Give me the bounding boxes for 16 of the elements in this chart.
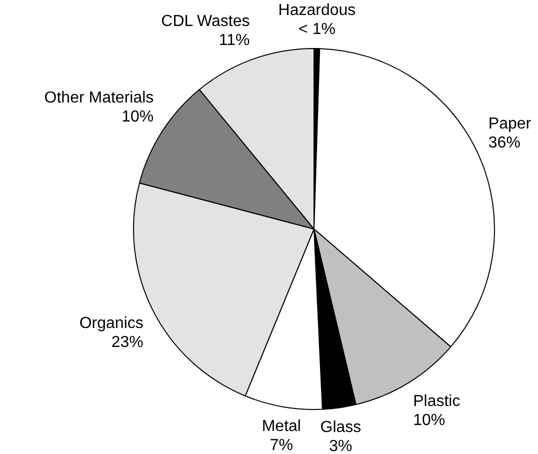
slice-label: CDL Wastes: [161, 13, 250, 30]
data-label: 10%: [122, 108, 154, 126]
data-label: 3%: [329, 438, 352, 454]
slice-label: Hazardous: [278, 2, 356, 19]
slice-label: Metal: [262, 418, 301, 436]
data-label: < 1%: [298, 20, 336, 38]
data-label: 10%: [413, 412, 446, 430]
data-label: 36%: [488, 134, 520, 152]
data-label: 7%: [270, 437, 293, 454]
slice-label: Plastic: [413, 393, 460, 410]
slice-label: Paper: [488, 116, 532, 133]
data-label: 11%: [218, 32, 250, 50]
slice-label: Other Materials: [44, 90, 154, 107]
slice-label: Glass: [320, 419, 362, 436]
slice-label: Organics: [79, 315, 144, 332]
data-label: 23%: [111, 334, 144, 352]
